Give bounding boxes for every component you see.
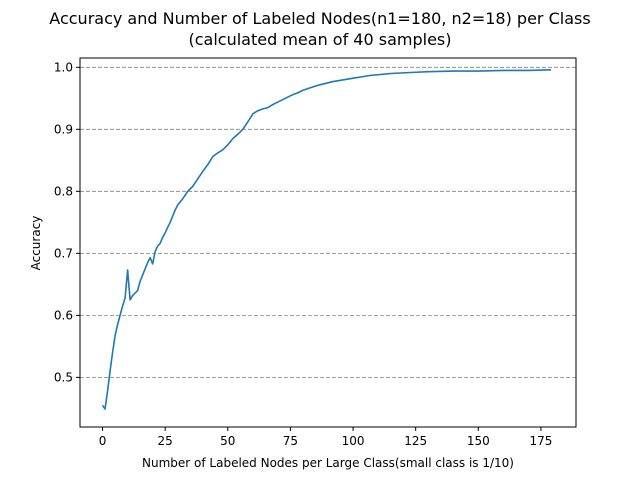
- x-tick-label: 25: [158, 434, 173, 448]
- x-tick-label: 75: [283, 434, 298, 448]
- y-axis-ticks: 0.5 0.6 0.7 0.8 0.9 1.0: [54, 60, 80, 384]
- x-tick-label: 125: [404, 434, 427, 448]
- x-tick-label: 175: [529, 434, 552, 448]
- y-tick-label: 0.7: [54, 246, 73, 260]
- y-tick-label: 0.6: [54, 308, 73, 322]
- gridlines: [80, 66, 576, 378]
- y-tick-label: 0.9: [54, 122, 73, 136]
- y-tick-label: 1.0: [54, 60, 73, 74]
- chart-subtitle: (calculated mean of 40 samples): [189, 30, 452, 49]
- x-tick-label: 0: [99, 434, 107, 448]
- y-axis-label: Accuracy: [29, 216, 43, 271]
- x-axis-label: Number of Labeled Nodes per Large Class(…: [142, 456, 514, 470]
- x-tick-label: 150: [467, 434, 490, 448]
- x-tick-label: 100: [342, 434, 365, 448]
- accuracy-series-line: [101, 68, 551, 410]
- y-tick-label: 0.8: [54, 184, 73, 198]
- x-axis-ticks: 0 25 50 75 100 125 150 175: [99, 427, 552, 448]
- axes-frame: [79, 57, 577, 428]
- chart-title: Accuracy and Number of Labeled Nodes(n1=…: [49, 9, 590, 28]
- plot-area: [101, 68, 551, 410]
- x-tick-label: 50: [220, 434, 235, 448]
- y-tick-label: 0.5: [54, 370, 73, 384]
